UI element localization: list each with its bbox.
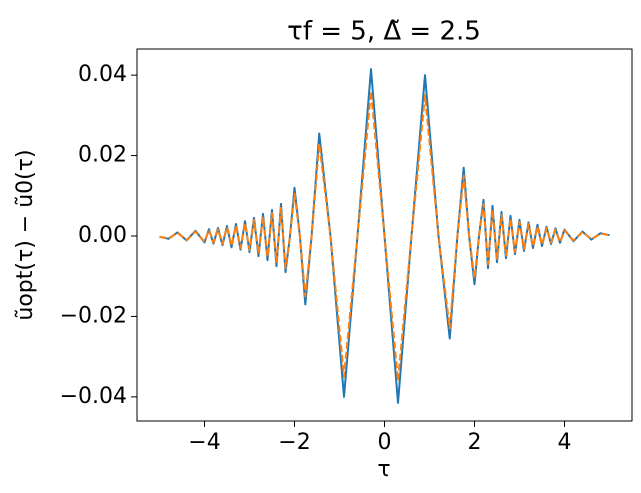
y-axis-label: ũopt(τ) − ũ0(τ): [13, 149, 38, 320]
x-tick-label: 0: [378, 430, 392, 455]
chart-title: τf = 5, Δ̃ = 2.5: [287, 17, 481, 47]
series-line: [159, 90, 610, 382]
x-tick-label: 2: [468, 430, 482, 455]
x-tick-label: −4: [188, 430, 220, 455]
y-tick-label: 0.04: [78, 62, 127, 87]
x-tick-label: 4: [558, 430, 572, 455]
y-tick-label: −0.04: [60, 384, 127, 409]
x-tick-label: −2: [278, 430, 310, 455]
plot-frame: [136, 48, 633, 422]
x-axis-label: τ: [377, 457, 390, 482]
y-tick-label: 0.02: [78, 143, 127, 168]
y-tick-label: 0.00: [78, 223, 127, 248]
y-tick-label: −0.02: [60, 303, 127, 328]
